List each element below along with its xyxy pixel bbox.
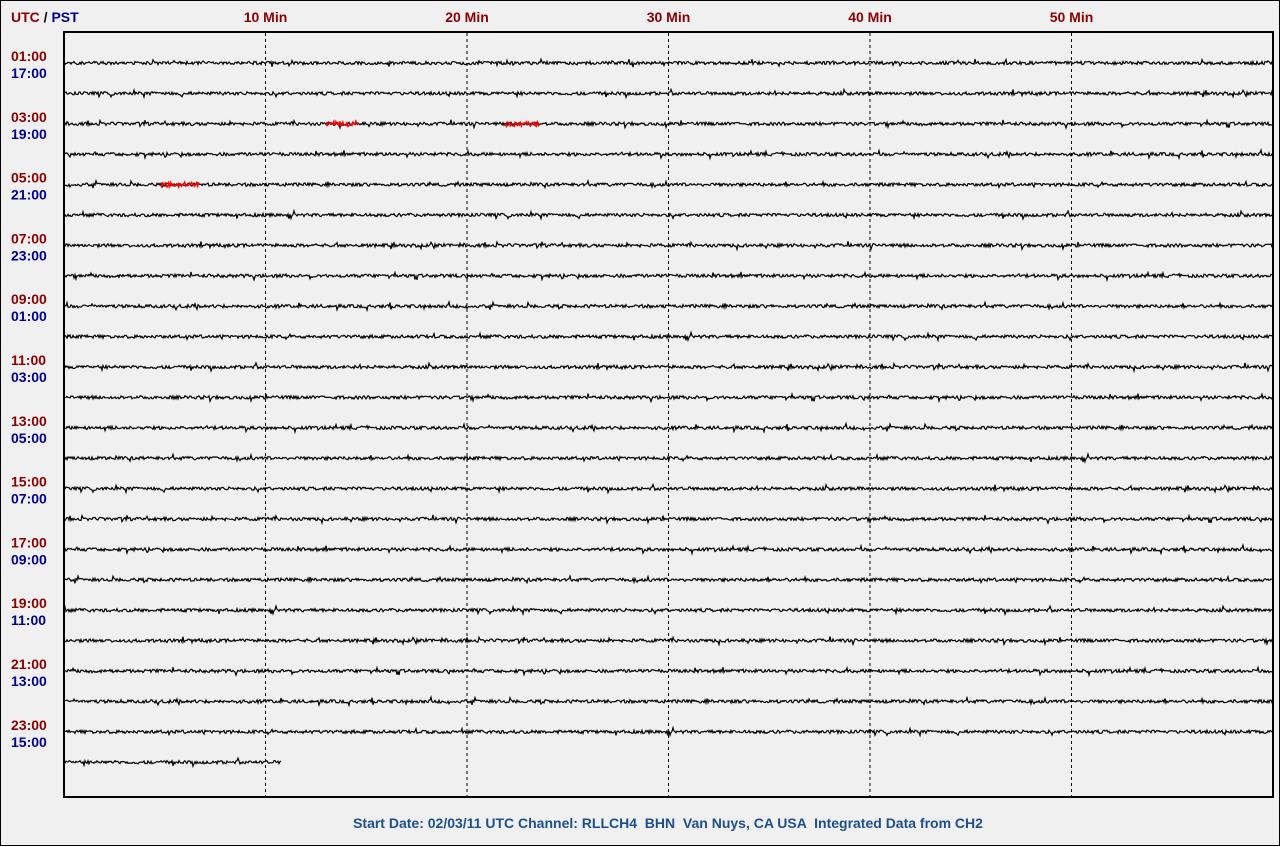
minute-tick-label: 10 Min xyxy=(244,9,288,25)
trace-line xyxy=(63,451,1274,464)
trace-line xyxy=(63,330,1274,343)
trace-line xyxy=(63,208,1274,221)
row-label-utc: 05:00 xyxy=(11,170,47,186)
minute-tick-label: 20 Min xyxy=(445,9,489,25)
minute-ticks: 10 Min 20 Min 30 Min 40 Min 50 Min xyxy=(244,9,1094,796)
trace-line xyxy=(63,147,1274,161)
trace-line xyxy=(63,299,1274,313)
trace-line xyxy=(63,635,1274,647)
row-label-pst: 07:00 xyxy=(11,491,47,507)
header-utc: UTC xyxy=(11,9,40,25)
trace-line xyxy=(63,756,282,769)
trace-line xyxy=(63,513,1274,526)
trace-line xyxy=(63,695,1274,708)
header-pst: PST xyxy=(51,9,79,25)
footer-caption: Start Date: 02/03/11 UTC Channel: RLLCH4… xyxy=(353,815,983,831)
trace-line xyxy=(63,118,1274,131)
row-label-utc: 07:00 xyxy=(11,230,47,246)
event-segment xyxy=(325,119,359,128)
minute-tick-label: 40 Min xyxy=(848,9,892,25)
row-label-pst: 09:00 xyxy=(11,551,47,567)
row-label-pst: 05:00 xyxy=(11,430,47,446)
trace-line xyxy=(63,665,1274,678)
traces xyxy=(63,57,1274,769)
header-separator: / xyxy=(40,9,52,25)
row-label-utc: 01:00 xyxy=(11,48,47,64)
row-label-utc: 19:00 xyxy=(11,595,47,611)
row-label-utc: 09:00 xyxy=(11,291,47,307)
row-label-utc: 15:00 xyxy=(11,474,47,490)
row-label-utc: 13:00 xyxy=(11,413,47,429)
trace-line xyxy=(63,603,1274,617)
row-label-utc: 11:00 xyxy=(11,352,46,368)
row-label-utc: 17:00 xyxy=(11,534,47,550)
row-label-pst: 23:00 xyxy=(11,247,47,263)
row-label-pst: 21:00 xyxy=(11,187,47,203)
trace-line xyxy=(63,361,1274,374)
row-label-pst: 11:00 xyxy=(11,612,46,628)
row-labels: 01:0017:0003:0019:0005:0021:0007:0023:00… xyxy=(11,48,47,750)
row-label-pst: 03:00 xyxy=(11,369,47,385)
trace-line xyxy=(63,421,1274,435)
row-label-pst: 19:00 xyxy=(11,126,47,142)
trace-line xyxy=(63,391,1274,404)
trace-line xyxy=(63,87,1274,100)
trace-line xyxy=(63,270,1274,283)
event-segment xyxy=(504,119,540,129)
row-label-pst: 13:00 xyxy=(11,673,47,689)
minute-tick-label: 30 Min xyxy=(647,9,691,25)
trace-line xyxy=(63,240,1274,252)
row-label-pst: 01:00 xyxy=(11,308,47,324)
trace-line xyxy=(63,178,1274,190)
minute-tick-label: 50 Min xyxy=(1050,9,1094,25)
trace-line xyxy=(63,482,1274,495)
row-label-utc: 21:00 xyxy=(11,656,47,672)
event-segment xyxy=(160,179,200,190)
row-label-utc: 03:00 xyxy=(11,109,47,125)
header-timezones: UTC / PST xyxy=(11,9,79,25)
row-label-utc: 23:00 xyxy=(11,717,47,733)
row-label-pst: 17:00 xyxy=(11,65,47,81)
trace-line xyxy=(63,543,1274,556)
row-label-pst: 15:00 xyxy=(11,734,47,750)
trace-line xyxy=(63,57,1274,68)
trace-line xyxy=(63,725,1274,738)
trace-line xyxy=(63,574,1274,585)
